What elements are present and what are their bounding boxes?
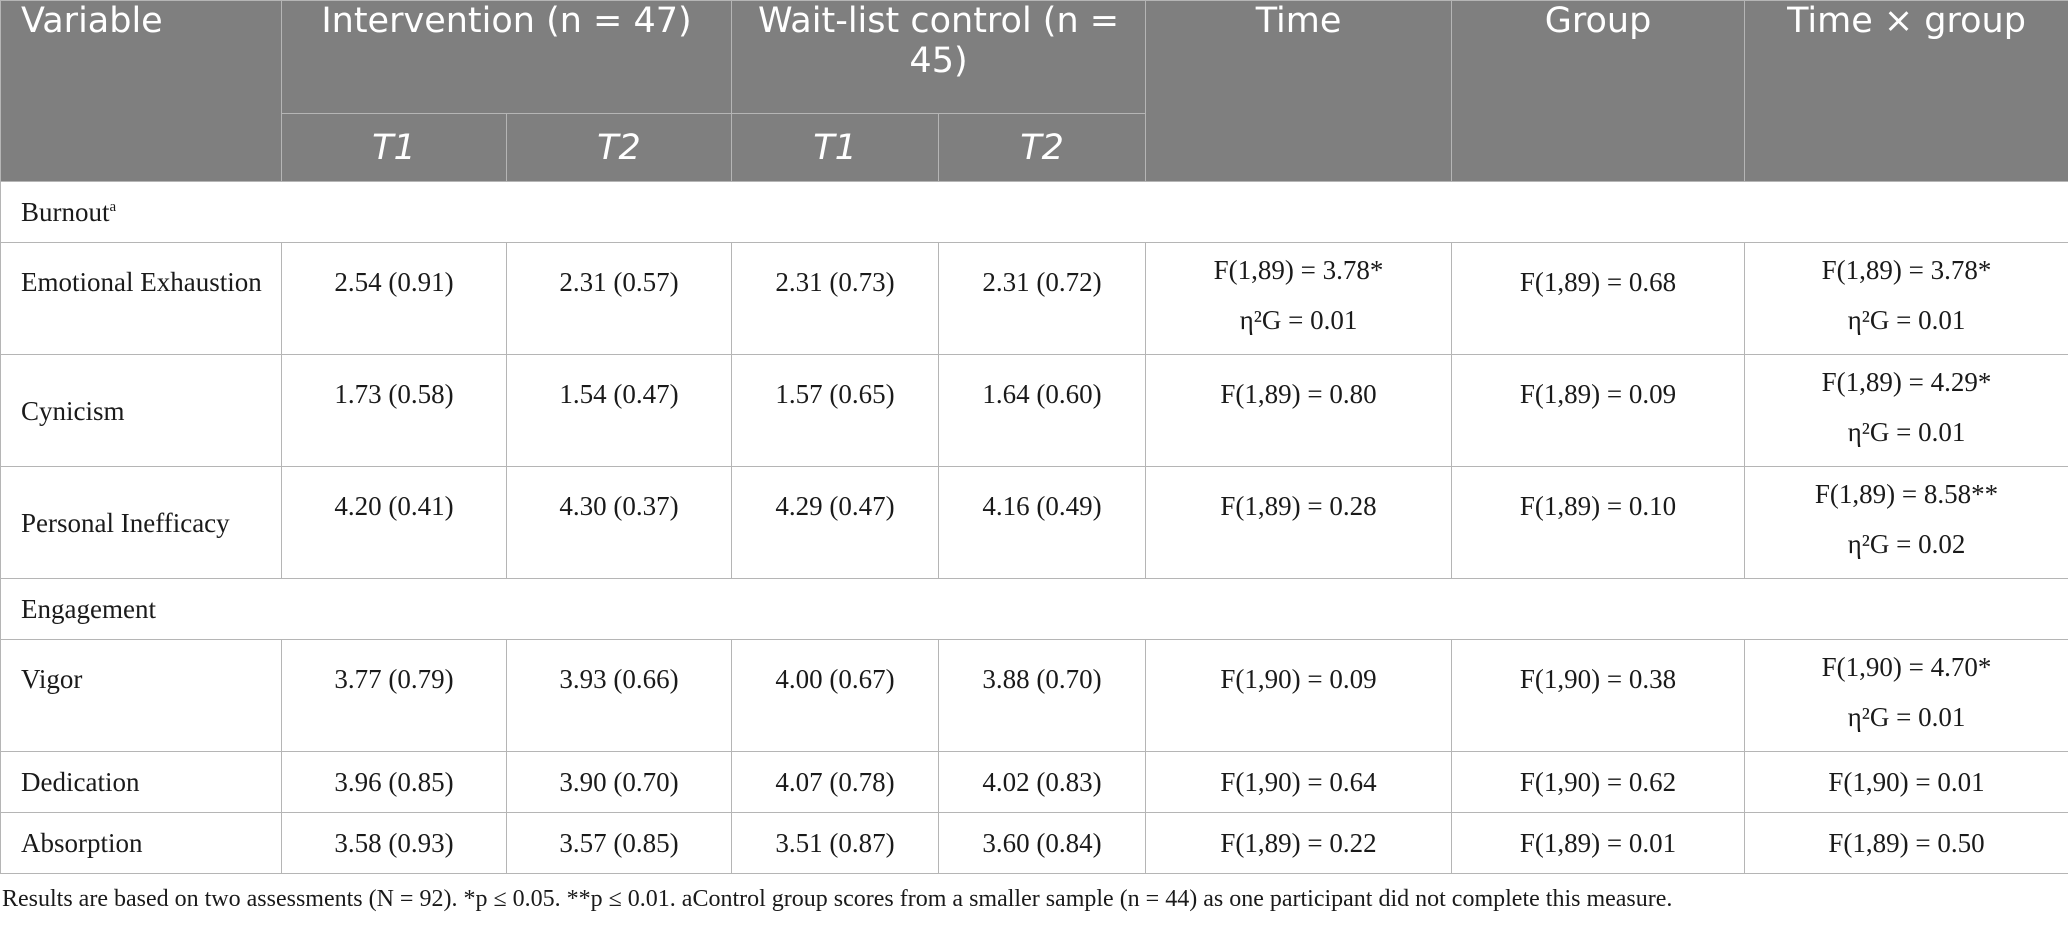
cell-waitlist-t1: 1.57 (0.65) [731, 354, 940, 467]
cell-time: F(1,90) = 0.09 [1145, 639, 1453, 752]
cell-intervention-t2: 3.57 (0.85) [505, 812, 733, 874]
cell-group: F(1,89) = 0.10 [1451, 466, 1746, 579]
cell-waitlist-t2: 1.64 (0.60) [938, 354, 1147, 467]
header-intervention-t2: T2 [505, 113, 733, 182]
section-label-burnout: Burnouta [0, 181, 2068, 243]
cell-time: F(1,89) = 0.28 [1145, 466, 1453, 579]
table-row-dedication: Dedication 3.96 (0.85) 3.90 (0.70) 4.07 … [0, 751, 2068, 813]
section-footnote-marker: a [109, 199, 117, 215]
header-waitlist-t2: T2 [938, 113, 1147, 182]
cell-intervention-t2: 4.30 (0.37) [505, 466, 733, 579]
cell-intervention-t1: 3.96 (0.85) [281, 751, 507, 813]
cell-time-x-group: F(1,90) = 4.70* η²G = 0.01 [1744, 639, 2068, 752]
cell-intervention-t1: 1.73 (0.58) [281, 354, 507, 467]
interaction-f-stat: F(1,89) = 3.78* [1821, 255, 1992, 285]
interaction-effect-size: η²G = 0.01 [1847, 417, 1966, 447]
row-label: Cynicism [0, 354, 282, 467]
row-label: Absorption [0, 812, 282, 874]
cell-time: F(1,90) = 0.64 [1145, 751, 1453, 813]
table-row-absorption: Absorption 3.58 (0.93) 3.57 (0.85) 3.51 … [0, 812, 2068, 874]
cell-intervention-t2: 3.93 (0.66) [505, 639, 733, 752]
time-f-stat: F(1,89) = 3.78* [1213, 255, 1384, 285]
section-row-engagement: Engagement [0, 578, 2068, 640]
header-intervention-t1: T1 [281, 113, 507, 182]
cell-group: F(1,90) = 0.38 [1451, 639, 1746, 752]
cell-group: F(1,89) = 0.09 [1451, 354, 1746, 467]
header-variable: Variable [0, 0, 282, 182]
cell-time: F(1,89) = 0.22 [1145, 812, 1453, 874]
interaction-effect-size: η²G = 0.02 [1847, 529, 1966, 559]
cell-time-x-group: F(1,90) = 0.01 [1744, 751, 2068, 813]
interaction-f-stat: F(1,90) = 4.70* [1821, 652, 1992, 682]
header-row-2: T1 T2 T1 T2 [1, 113, 2068, 182]
cell-waitlist-t1: 4.00 (0.67) [731, 639, 940, 752]
table-footnote: Results are based on two assessments (N … [2, 886, 1673, 912]
cell-intervention-t1: 4.20 (0.41) [281, 466, 507, 579]
cell-group: F(1,89) = 0.01 [1451, 812, 1746, 874]
cell-time: F(1,89) = 0.80 [1145, 354, 1453, 467]
time-effect-size: η²G = 0.01 [1239, 305, 1358, 335]
cell-time-x-group: F(1,89) = 8.58** η²G = 0.02 [1744, 466, 2068, 579]
header-time-x-group: Time × group [1744, 0, 2068, 182]
cell-intervention-t2: 2.31 (0.57) [505, 242, 733, 355]
header-waitlist: Wait-list control (n = 45) [731, 0, 1147, 114]
cell-waitlist-t1: 2.31 (0.73) [731, 242, 940, 355]
header-intervention: Intervention (n = 47) [280, 0, 733, 114]
section-label-engagement: Engagement [0, 578, 2068, 640]
header-row-1: Variable Intervention (n = 47) Wait-list… [0, 0, 2068, 182]
cell-waitlist-t2: 2.31 (0.72) [938, 242, 1147, 355]
header-group: Group [1451, 0, 1746, 182]
row-label: Vigor [0, 639, 282, 752]
cell-waitlist-t2: 4.16 (0.49) [938, 466, 1147, 579]
row-label: Emotional Exhaustion [0, 242, 282, 355]
cell-intervention-t2: 1.54 (0.47) [505, 354, 733, 467]
cell-time: F(1,89) = 3.78* η²G = 0.01 [1145, 242, 1453, 355]
interaction-f-stat: F(1,89) = 8.58** [1814, 479, 1999, 509]
cell-time-x-group: F(1,89) = 0.50 [1744, 812, 2068, 874]
cell-waitlist-t1: 4.29 (0.47) [731, 466, 940, 579]
interaction-effect-size: η²G = 0.01 [1847, 305, 1966, 335]
cell-intervention-t1: 3.58 (0.93) [281, 812, 507, 874]
cell-waitlist-t1: 3.51 (0.87) [731, 812, 940, 874]
section-row-burnout: Burnouta [0, 181, 2068, 243]
cell-waitlist-t1: 4.07 (0.78) [731, 751, 940, 813]
header-time: Time [1145, 0, 1453, 182]
row-label: Personal Inefficacy [0, 466, 282, 579]
cell-waitlist-t2: 4.02 (0.83) [938, 751, 1147, 813]
table-row-vigor: Vigor 3.77 (0.79) 3.93 (0.66) 4.00 (0.67… [0, 639, 2068, 752]
cell-intervention-t1: 3.77 (0.79) [281, 639, 507, 752]
cell-group: F(1,89) = 0.68 [1451, 242, 1746, 355]
cell-intervention-t2: 3.90 (0.70) [505, 751, 733, 813]
cell-waitlist-t2: 3.88 (0.70) [938, 639, 1147, 752]
cell-intervention-t1: 2.54 (0.91) [281, 242, 507, 355]
interaction-f-stat: F(1,89) = 4.29* [1821, 367, 1992, 397]
section-label-text: Burnout [21, 197, 110, 227]
cell-group: F(1,90) = 0.62 [1451, 751, 1746, 813]
cell-time-x-group: F(1,89) = 3.78* η²G = 0.01 [1744, 242, 2068, 355]
cell-waitlist-t2: 3.60 (0.84) [938, 812, 1147, 874]
table-row-personal-inefficacy: Personal Inefficacy 4.20 (0.41) 4.30 (0.… [0, 466, 2068, 579]
row-label: Dedication [0, 751, 282, 813]
header-waitlist-t1: T1 [731, 113, 940, 182]
interaction-effect-size: η²G = 0.01 [1847, 702, 1966, 732]
table-row-emotional-exhaustion: Emotional Exhaustion 2.54 (0.91) 2.31 (0… [0, 242, 2068, 355]
table-row-cynicism: Cynicism 1.73 (0.58) 1.54 (0.47) 1.57 (0… [0, 354, 2068, 467]
results-table: Variable Intervention (n = 47) Wait-list… [0, 0, 2068, 874]
cell-time-x-group: F(1,89) = 4.29* η²G = 0.01 [1744, 354, 2068, 467]
